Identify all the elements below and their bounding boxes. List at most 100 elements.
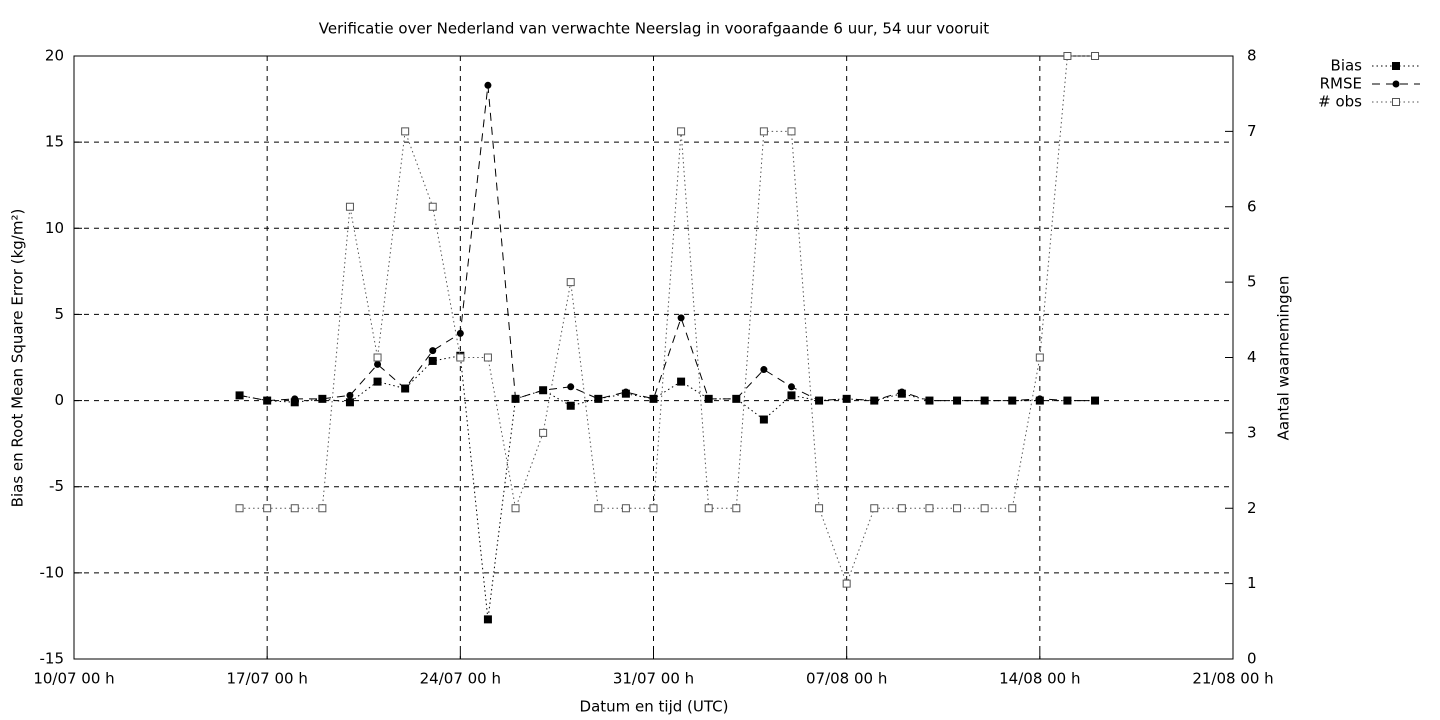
legend-marker [1392,80,1400,88]
x-tick-label: 10/07 00 h [33,670,114,688]
marker [484,81,492,89]
marker [567,383,575,391]
y-tick-label: 10 [45,219,64,237]
marker [511,504,520,513]
y2-tick-label: 3 [1247,423,1257,441]
marker [263,397,271,405]
marker [456,329,464,337]
marker [650,395,657,403]
marker [374,360,382,368]
marker [345,398,354,407]
marker [787,127,796,136]
series-line [239,55,1096,586]
legend-label: RMSE [1320,75,1362,93]
marker [981,397,989,405]
marker [456,353,465,362]
marker [787,391,796,400]
marker [1036,395,1044,403]
marker [1091,52,1100,60]
marker [318,395,326,403]
marker [677,127,686,136]
marker [594,395,602,403]
marker [428,356,437,365]
marker [373,353,382,362]
marker [318,504,327,513]
x-tick-label: 07/08 00 h [806,670,887,688]
marker [759,127,768,136]
marker [870,397,878,405]
marker [621,504,630,513]
x-tick-label: 24/07 00 h [420,670,501,688]
marker [898,388,906,396]
legend-label: # obs [1318,93,1362,111]
marker [566,278,575,287]
legend-marker [1392,98,1400,106]
marker [1008,397,1016,405]
chart-title: Verificatie over Nederland van verwachte… [319,20,989,38]
marker [815,397,823,405]
y2-tick-label: 8 [1247,47,1257,65]
marker [677,377,686,386]
marker [870,504,879,513]
marker [704,504,713,513]
marker [539,428,548,437]
y-axis-label: Bias en Root Mean Square Error (kg/m²) [9,209,27,508]
y2-tick-label: 2 [1247,499,1257,517]
marker [953,504,962,513]
marker [953,397,961,405]
y2-tick-label: 1 [1247,574,1257,592]
marker [428,202,437,211]
x-axis-label: Datum en tijd (UTC) [580,698,729,716]
marker [429,347,437,355]
marker [401,127,410,136]
marker [732,504,741,513]
x-tick-label: 14/08 00 h [999,670,1080,688]
y2-tick-label: 4 [1247,348,1257,366]
marker [236,391,244,399]
y2-tick-label: 0 [1247,650,1257,668]
marker [622,388,630,396]
series-line [239,355,1096,620]
marker [787,383,795,391]
marker [483,353,492,362]
marker [291,395,299,403]
marker [1063,397,1071,405]
y2-tick-label: 6 [1247,197,1257,215]
y2-tick-label: 5 [1247,273,1257,291]
y2-tick-label: 7 [1247,122,1257,140]
y-tick-label: 20 [45,47,64,65]
plot-border [73,55,1234,660]
marker [815,504,824,513]
y-tick-label: 15 [45,133,64,151]
marker [401,385,409,393]
y-tick-label: -15 [40,650,65,668]
marker [980,504,989,513]
legend-label: Bias [1331,57,1363,75]
series-line [239,85,1096,402]
marker [842,579,851,588]
marker [705,395,713,403]
y-tick-label: 0 [54,391,64,409]
marker [649,504,658,513]
marker [373,377,382,386]
x-tick-label: 31/07 00 h [613,670,694,688]
marker [235,504,244,513]
marker [925,397,933,405]
marker [263,504,272,513]
marker [759,415,768,424]
marker [760,366,768,374]
x-tick-label: 21/08 00 h [1192,670,1273,688]
marker [345,202,354,211]
marker [897,504,906,513]
y-tick-label: -10 [40,563,65,581]
marker [843,395,851,403]
marker [1063,52,1072,60]
marker [677,314,685,322]
y-tick-label: 5 [54,305,64,323]
x-tick-label: 17/07 00 h [226,670,307,688]
marker [1091,397,1099,405]
marker [483,615,492,624]
marker [512,395,520,403]
marker [594,504,603,513]
